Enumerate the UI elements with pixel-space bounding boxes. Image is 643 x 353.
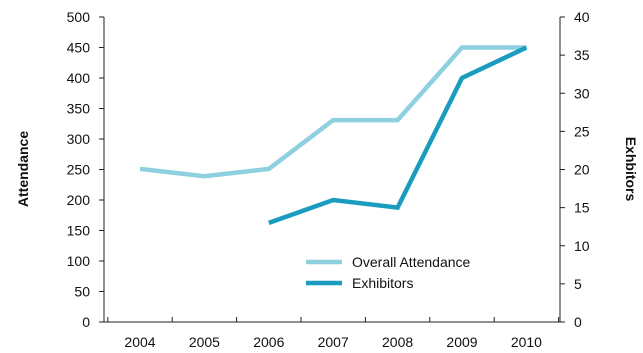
y-axis-right-title: Exhbitors [623,137,639,202]
y-right-tick-label: 30 [574,85,590,101]
y-axis-left-title: Attendance [15,131,31,207]
y-left-tick-label: 200 [67,192,91,208]
y-left-tick-label: 450 [67,40,91,56]
legend-label-exhibitors: Exhibitors [352,275,413,291]
y-right-tick-label: 0 [574,314,582,330]
x-tick-label: 2005 [189,334,220,350]
y-left-tick-label: 300 [67,131,91,147]
x-tick-label: 2010 [511,334,542,350]
y-left-tick-label: 150 [67,223,91,239]
x-tick-label: 2008 [382,334,413,350]
y-left-tick-label: 50 [74,284,90,300]
series-line-overall-attendance [139,45,527,179]
y-left-tick-label: 400 [67,70,91,86]
legend: Overall Attendance Exhibitors [306,254,471,291]
y-left-tick-label: 0 [82,314,90,330]
y-right-tick-label: 25 [574,123,590,139]
axes: 0 50 100 150 200 250 300 350 400 450 500 0 5 10 15 20 25… [67,9,590,350]
x-tick-label: 2007 [318,334,349,350]
y-right-tick-label: 15 [574,200,590,216]
y-right-tick-label: 10 [574,238,590,254]
y-left-tick-label: 100 [67,253,91,269]
x-tick-label: 2006 [253,334,284,350]
series-line-exhibitors [268,45,528,226]
y-right-tick-label: 35 [574,47,590,63]
series-layer [139,45,528,226]
y-right-tick-label: 20 [574,162,590,178]
y-left-tick-label: 250 [67,162,91,178]
x-tick-label: 2004 [124,334,155,350]
y-right-tick-label: 40 [574,9,590,25]
y-left-tick-label: 350 [67,101,91,117]
legend-label-overall-attendance: Overall Attendance [352,254,471,270]
y-right-tick-label: 5 [574,276,582,292]
x-tick-label: 2009 [446,334,477,350]
y-left-tick-label: 500 [67,9,91,25]
